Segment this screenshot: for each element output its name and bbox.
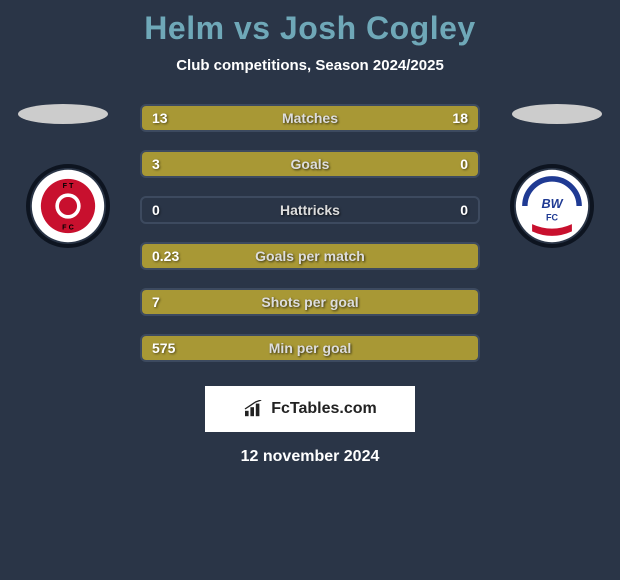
stat-value-left: 7	[152, 294, 160, 310]
stat-value-left: 575	[152, 340, 175, 356]
comparison-body: F T F C BW FC 13 18 Matches 3 0 Goals 0 0 Hattri…	[0, 104, 620, 466]
stats-list: 13 18 Matches 3 0 Goals 0 0 Hattricks 0.23 Goals p…	[140, 104, 480, 362]
brand-banner: FcTables.com	[205, 386, 415, 432]
stat-value-left: 3	[152, 156, 160, 172]
stat-label: Shots per goal	[261, 294, 358, 310]
stat-row: 7 Shots per goal	[140, 288, 480, 316]
stat-value-right: 0	[460, 156, 468, 172]
stat-value-left: 13	[152, 110, 168, 126]
badge-right-inner: BW FC	[514, 168, 590, 244]
stat-label: Matches	[282, 110, 338, 126]
svg-text:FC: FC	[546, 212, 559, 222]
flag-left	[18, 104, 108, 124]
stat-label: Hattricks	[280, 202, 340, 218]
club-crest-right-icon: BW FC	[514, 164, 590, 248]
stat-label: Goals per match	[255, 248, 365, 264]
svg-text:BW: BW	[541, 197, 563, 211]
stat-row: 13 18 Matches	[140, 104, 480, 132]
svg-text:F T: F T	[63, 181, 74, 190]
player-badge-right: BW FC	[510, 164, 594, 248]
stat-row: 3 0 Goals	[140, 150, 480, 178]
flag-right	[512, 104, 602, 124]
club-crest-left-icon: F T F C	[30, 164, 106, 248]
stat-value-right: 0	[460, 202, 468, 218]
stat-label: Min per goal	[269, 340, 351, 356]
stat-fill-left	[142, 152, 404, 176]
stat-label: Goals	[291, 156, 330, 172]
stat-row: 0 0 Hattricks	[140, 196, 480, 224]
comparison-subtitle: Club competitions, Season 2024/2025	[0, 57, 620, 74]
brand-text: FcTables.com	[271, 400, 377, 418]
stat-row: 0.23 Goals per match	[140, 242, 480, 270]
badge-left-inner: F T F C	[30, 168, 106, 244]
footer-date: 12 november 2024	[0, 448, 620, 466]
player-badge-left: F T F C	[26, 164, 110, 248]
stat-value-left: 0	[152, 202, 160, 218]
stat-row: 575 Min per goal	[140, 334, 480, 362]
comparison-title: Helm vs Josh Cogley	[0, 0, 620, 47]
stat-value-right: 18	[452, 110, 468, 126]
svg-text:F C: F C	[62, 223, 74, 232]
brand-chart-icon	[243, 400, 265, 418]
stat-value-left: 0.23	[152, 248, 179, 264]
